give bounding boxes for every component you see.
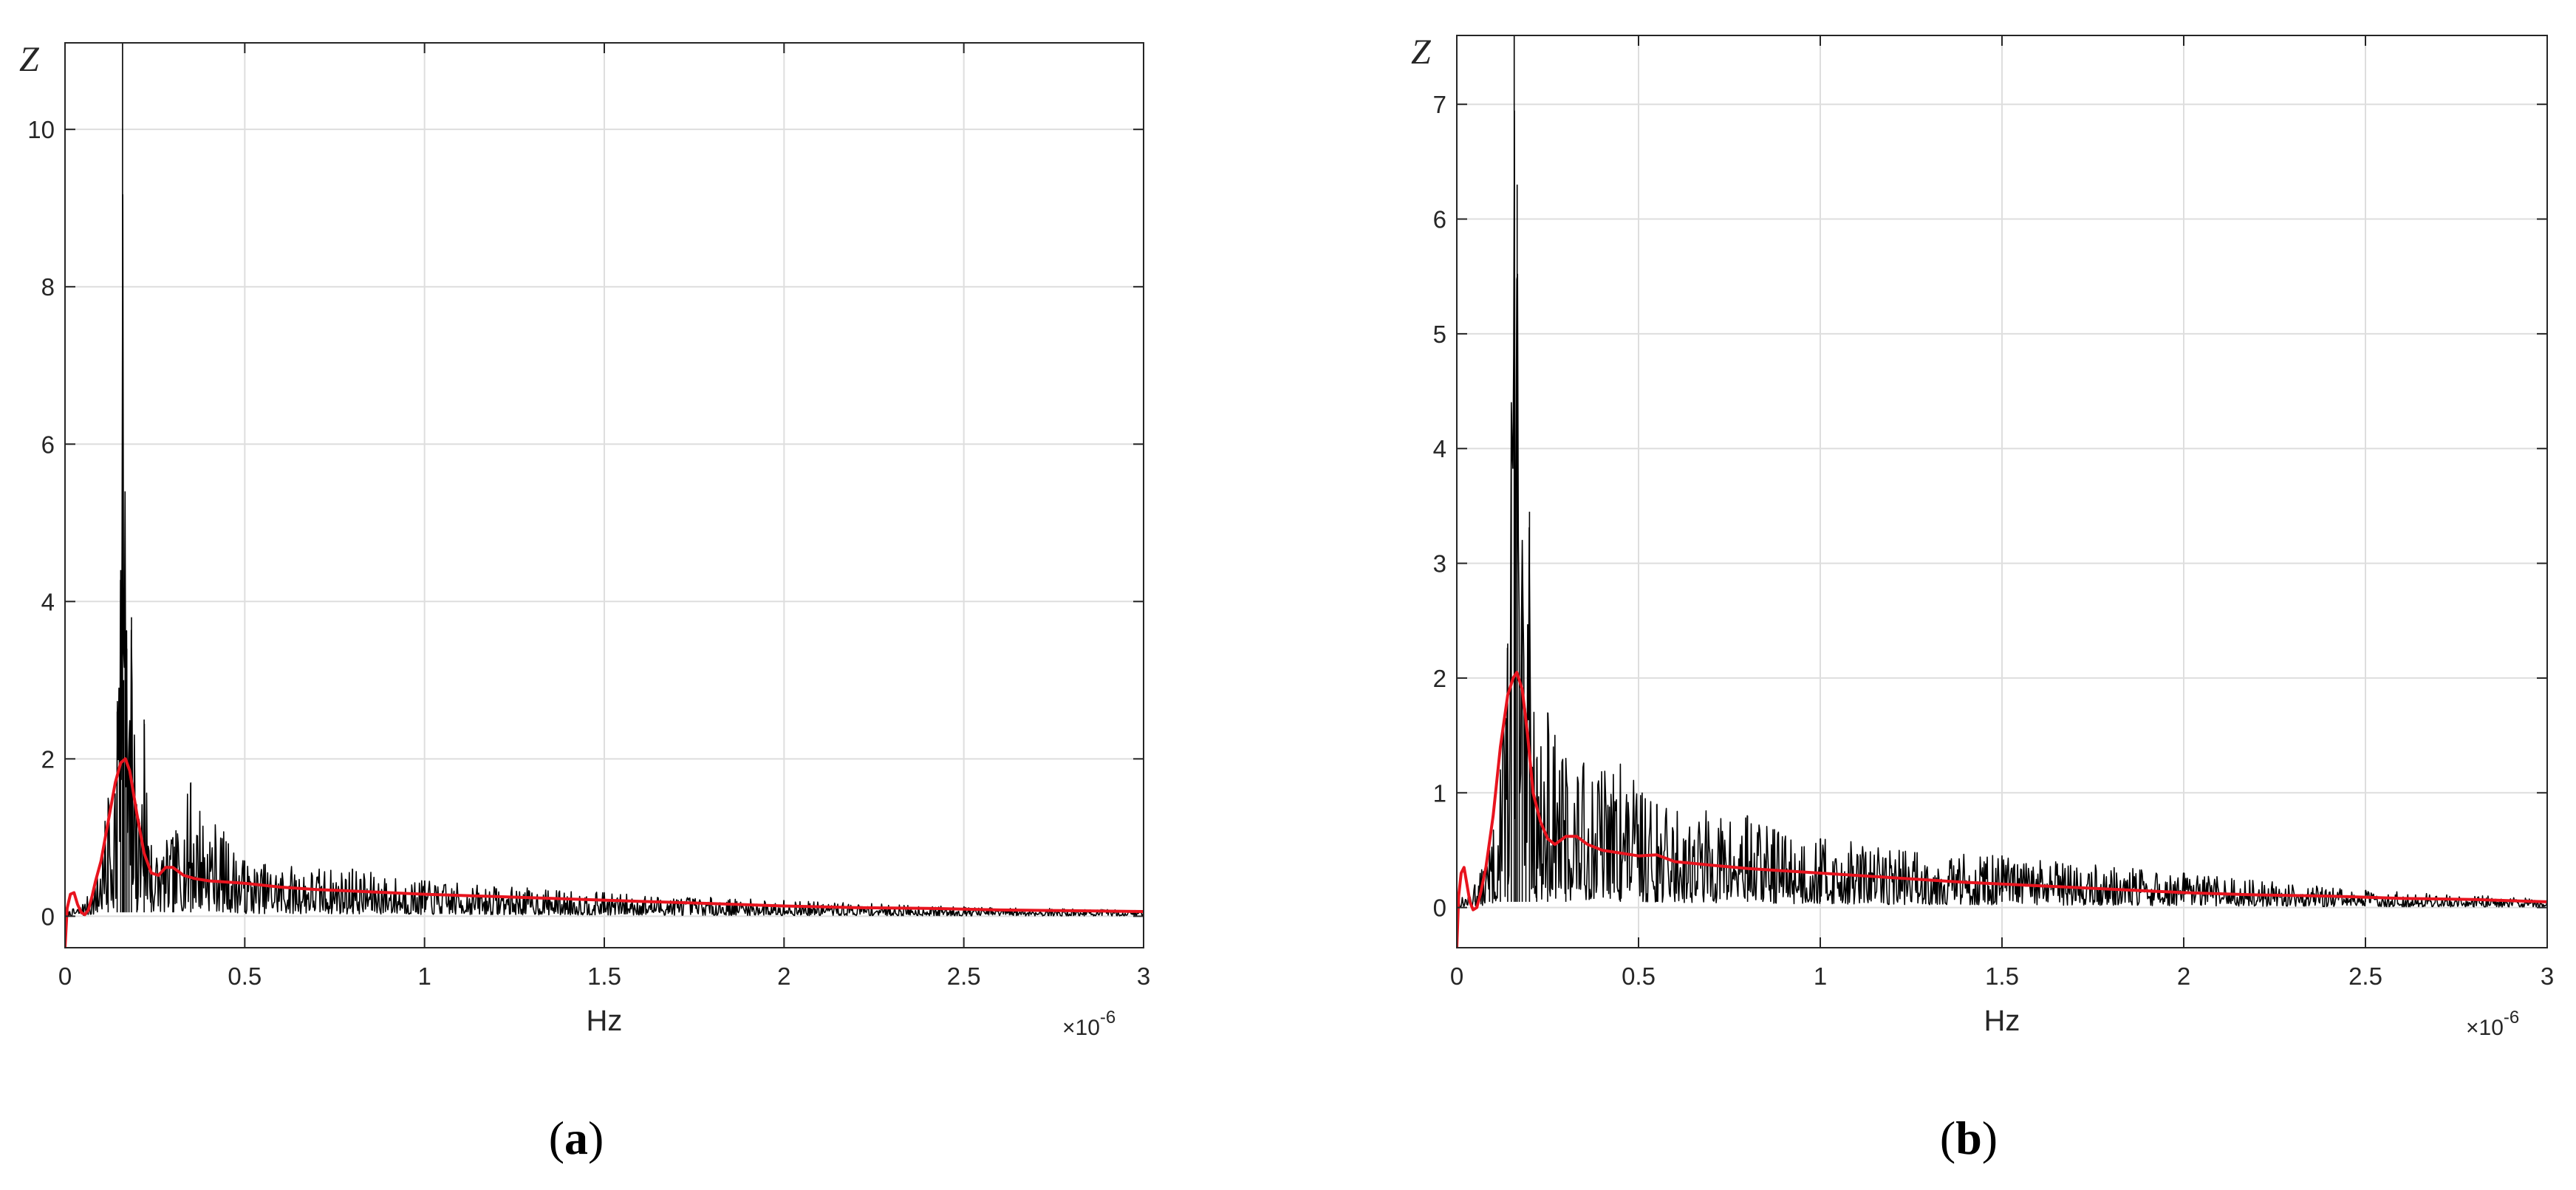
x-axis-exponent-power: -6 (1100, 1008, 1116, 1027)
x-axis-exponent-power: -6 (2504, 1008, 2519, 1027)
plot-area (65, 43, 1144, 948)
x-tick-label: 2.5 (2348, 962, 2382, 990)
series-line-smoothed (65, 757, 1144, 948)
y-tick-label: 1 (1433, 779, 1446, 807)
x-tick-label: 1.5 (1985, 962, 2019, 990)
chart-panel-b: 0 0.5 1 1.5 2 2.5 3 0 1 2 3 4 5 6 7 Hz Z ×10-6 (1411, 33, 2554, 1040)
x-tick-label: 0 (58, 962, 72, 990)
x-axis-exponent-base: ×10 (1062, 1016, 1100, 1040)
x-tick-label: 0 (1450, 962, 1463, 990)
x-tick-label: 3 (1137, 962, 1150, 990)
x-axis-exponent: ×10-6 (1062, 1008, 1116, 1040)
y-tick-label: 8 (41, 273, 55, 301)
y-tick-label: 2 (1433, 665, 1446, 692)
chart-panel-a: 0 0.5 1 1.5 2 2.5 3 0 2 4 6 8 10 Hz Z ×10-6 (19, 40, 1150, 1040)
x-axis-exponent-base: ×10 (2466, 1016, 2504, 1040)
y-tick-label: 10 (27, 116, 55, 143)
x-tick-label: 3 (2541, 962, 2554, 990)
y-tick-label: 2 (41, 745, 55, 773)
x-axis-label: Hz (1984, 1005, 2020, 1037)
x-tick-label: 1 (417, 962, 431, 990)
y-tick-label: 4 (41, 588, 55, 615)
y-tick-label: 6 (41, 431, 55, 458)
x-tick-label: 2.5 (947, 962, 981, 990)
y-tick-label: 4 (1433, 435, 1446, 462)
x-tick-label: 2 (777, 962, 790, 990)
x-tick-label: 1.5 (587, 962, 621, 990)
y-tick-label: 6 (1433, 206, 1446, 233)
y-tick-label: 0 (41, 903, 55, 930)
y-tick-label: 5 (1433, 321, 1446, 348)
panel-label-b: (b) (1940, 1112, 1998, 1164)
series-line-raw-spectrum (1457, 35, 2547, 908)
y-tick-label: 3 (1433, 550, 1446, 578)
plot-area (1457, 35, 2547, 948)
x-tick-label: 2 (2177, 962, 2190, 990)
x-tick-label: 0.5 (228, 962, 262, 990)
series-line-smoothed (1457, 671, 2547, 948)
y-axis-label: Z (1411, 33, 1432, 72)
x-axis-exponent: ×10-6 (2466, 1008, 2519, 1040)
x-tick-label: 1 (1814, 962, 1827, 990)
x-tick-label: 0.5 (1622, 962, 1656, 990)
y-axis-label: Z (19, 40, 40, 79)
y-tick-label: 7 (1433, 91, 1446, 118)
y-tick-label: 0 (1433, 895, 1446, 922)
panel-label-a: (a) (549, 1112, 604, 1164)
x-axis-label: Hz (587, 1005, 623, 1037)
